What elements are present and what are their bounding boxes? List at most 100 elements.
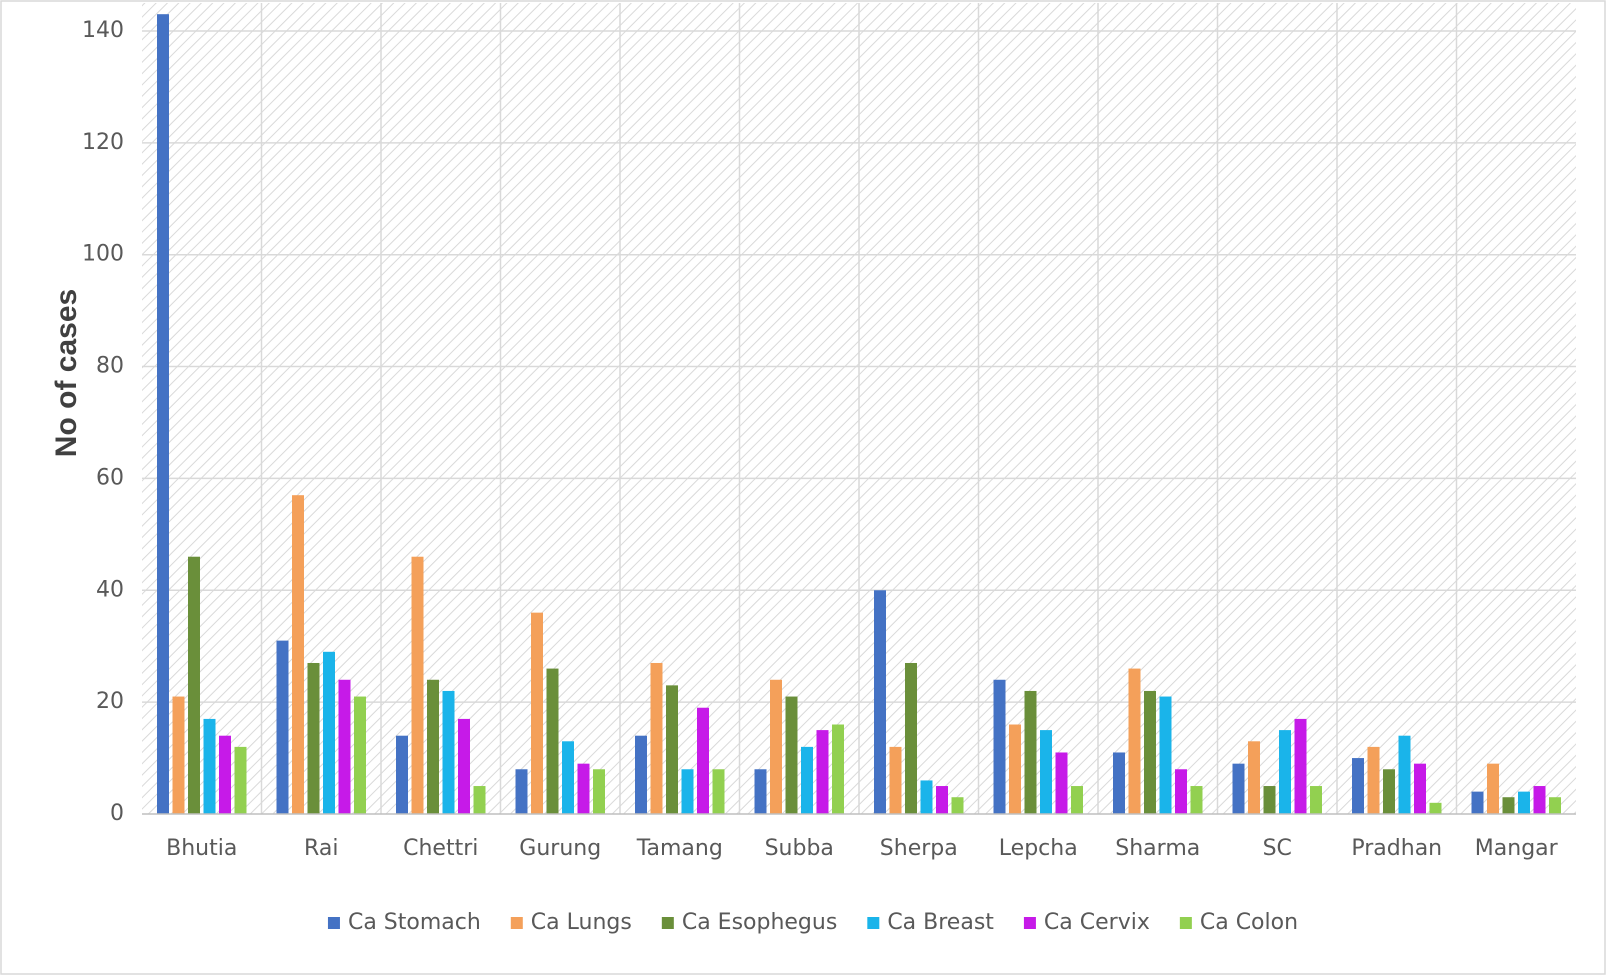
bar-ca-lungs-lepcha [1009, 724, 1021, 814]
bar-ca-colon-sc [1310, 786, 1322, 814]
x-axis-labels: Bhutia Rai Chettri Gurung Tamang Subba Sherpa L… [166, 836, 1559, 861]
bar-ca-colon-rai [354, 696, 366, 814]
bar-ca-breast-gurung [562, 741, 574, 814]
legend-swatch [327, 917, 340, 929]
bar-ca-stomach-mangar [1471, 791, 1484, 814]
bar-ca-lungs-tamang [650, 662, 663, 814]
bar-ca-stomach-subba [754, 769, 767, 814]
x-tick-label: Chettri [403, 836, 478, 861]
legend-label: Ca Cervix [1044, 910, 1150, 935]
bar-ca-stomach-rai [276, 640, 289, 814]
bar-ca-cervix-sherpa [936, 786, 948, 814]
legend-item: Ca Lungs [510, 910, 632, 935]
x-tick-label: SC [1263, 836, 1292, 861]
legend-label: Ca Esophegus [682, 910, 837, 935]
bar-ca-lungs-bhutia [172, 696, 185, 814]
y-tick-label: 40 [96, 577, 124, 602]
bar-ca-esophegus-sharma [1144, 690, 1156, 814]
bar-ca-lungs-sherpa [889, 746, 902, 814]
bar-ca-cervix-gurung [577, 763, 590, 814]
y-tick-label: 20 [96, 689, 124, 714]
bar-ca-colon-gurung [593, 769, 605, 814]
bar-ca-esophegus-pradhan [1383, 769, 1395, 814]
bar-ca-colon-subba [832, 724, 844, 814]
legend-swatch [867, 917, 880, 929]
bar-ca-colon-pradhan [1429, 802, 1442, 814]
bar-ca-cervix-tamang [697, 707, 709, 814]
bar-ca-colon-sharma [1190, 786, 1203, 814]
bar-ca-cervix-rai [338, 679, 351, 814]
legend-item: Ca Colon [1179, 910, 1298, 935]
bar-ca-breast-pradhan [1398, 735, 1411, 814]
bar-ca-lungs-gurung [531, 612, 543, 814]
x-tick-label: Pradhan [1351, 836, 1442, 861]
bar-ca-stomach-tamang [635, 735, 647, 814]
bar-ca-lungs-subba [770, 679, 782, 814]
legend-swatch [510, 917, 523, 929]
bar-ca-esophegus-subba [785, 696, 798, 814]
x-tick-label: Rai [304, 836, 338, 861]
legend-item: Ca Cervix [1023, 910, 1150, 935]
x-tick-label: Subba [765, 836, 834, 861]
y-tick-label: 120 [82, 130, 124, 155]
bar-ca-esophegus-lepcha [1024, 690, 1037, 814]
legend-item: Ca Esophegus [661, 910, 837, 935]
bar-ca-esophegus-sc [1263, 786, 1276, 814]
bar-ca-breast-tamang [681, 769, 694, 814]
bar-ca-breast-sc [1279, 730, 1291, 814]
x-tick-label: Gurung [519, 836, 601, 861]
gridlines [142, 3, 1576, 814]
bar-ca-lungs-sharma [1128, 668, 1141, 814]
bar-ca-stomach-lepcha [993, 679, 1006, 814]
bar-ca-cervix-subba [816, 730, 829, 814]
bar-ca-esophegus-tamang [666, 685, 678, 814]
bar-ca-lungs-chettri [411, 556, 424, 814]
bar-ca-breast-bhutia [203, 718, 216, 814]
bar-ca-colon-chettri [473, 786, 486, 814]
legend: Ca Stomach Ca Lungs Ca Esophegus Ca Breast C… [327, 910, 1298, 935]
y-tick-label: 140 [82, 18, 124, 43]
bar-ca-colon-mangar [1549, 797, 1561, 814]
legend-swatch [1179, 917, 1192, 929]
bar-ca-esophegus-gurung [546, 668, 559, 814]
x-tick-label: Bhutia [166, 836, 237, 861]
bar-ca-esophegus-sherpa [905, 662, 917, 814]
bar-ca-esophegus-bhutia [188, 556, 200, 814]
bar-ca-stomach-chettri [396, 735, 408, 814]
bar-ca-lungs-mangar [1487, 763, 1499, 814]
bar-ca-breast-sharma [1159, 696, 1172, 814]
x-tick-label: Sharma [1115, 836, 1200, 861]
y-tick-label: 80 [96, 354, 124, 379]
bar-ca-cervix-bhutia [219, 735, 231, 814]
bar-ca-breast-subba [801, 746, 813, 814]
bar-ca-stomach-sharma [1113, 752, 1125, 814]
bar-ca-lungs-pradhan [1367, 746, 1380, 814]
bar-ca-stomach-gurung [515, 769, 528, 814]
x-tick-label: Mangar [1475, 836, 1559, 861]
bar-ca-cervix-lepcha [1055, 752, 1068, 814]
bars [157, 14, 1561, 814]
bar-ca-breast-rai [323, 651, 335, 814]
y-tick-label: 0 [110, 801, 124, 826]
y-tick-label: 100 [82, 242, 124, 267]
bar-ca-cervix-sharma [1175, 769, 1187, 814]
bar-ca-colon-lepcha [1071, 786, 1083, 814]
bar-ca-colon-sherpa [951, 797, 964, 814]
x-tick-label: Sherpa [880, 836, 958, 861]
y-axis-label: No of cases [50, 289, 83, 457]
legend-swatch [661, 917, 674, 929]
bar-ca-cervix-mangar [1533, 786, 1546, 814]
x-tick-label: Tamang [636, 836, 723, 861]
x-tick-label: Lepcha [999, 836, 1078, 861]
legend-item: Ca Stomach [327, 910, 481, 935]
bar-ca-esophegus-mangar [1502, 797, 1515, 814]
bar-ca-esophegus-chettri [427, 679, 439, 814]
bar-ca-cervix-pradhan [1414, 763, 1426, 814]
bar-ca-stomach-sc [1232, 763, 1245, 814]
legend-item: Ca Breast [867, 910, 994, 935]
bar-ca-cervix-chettri [458, 718, 470, 814]
bar-ca-stomach-pradhan [1352, 758, 1364, 814]
bar-ca-colon-bhutia [234, 746, 247, 814]
legend-swatch [1023, 917, 1036, 929]
